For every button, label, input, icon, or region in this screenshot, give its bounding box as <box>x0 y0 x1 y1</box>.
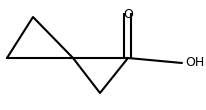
Text: O: O <box>123 8 133 21</box>
Text: OH: OH <box>185 57 204 70</box>
